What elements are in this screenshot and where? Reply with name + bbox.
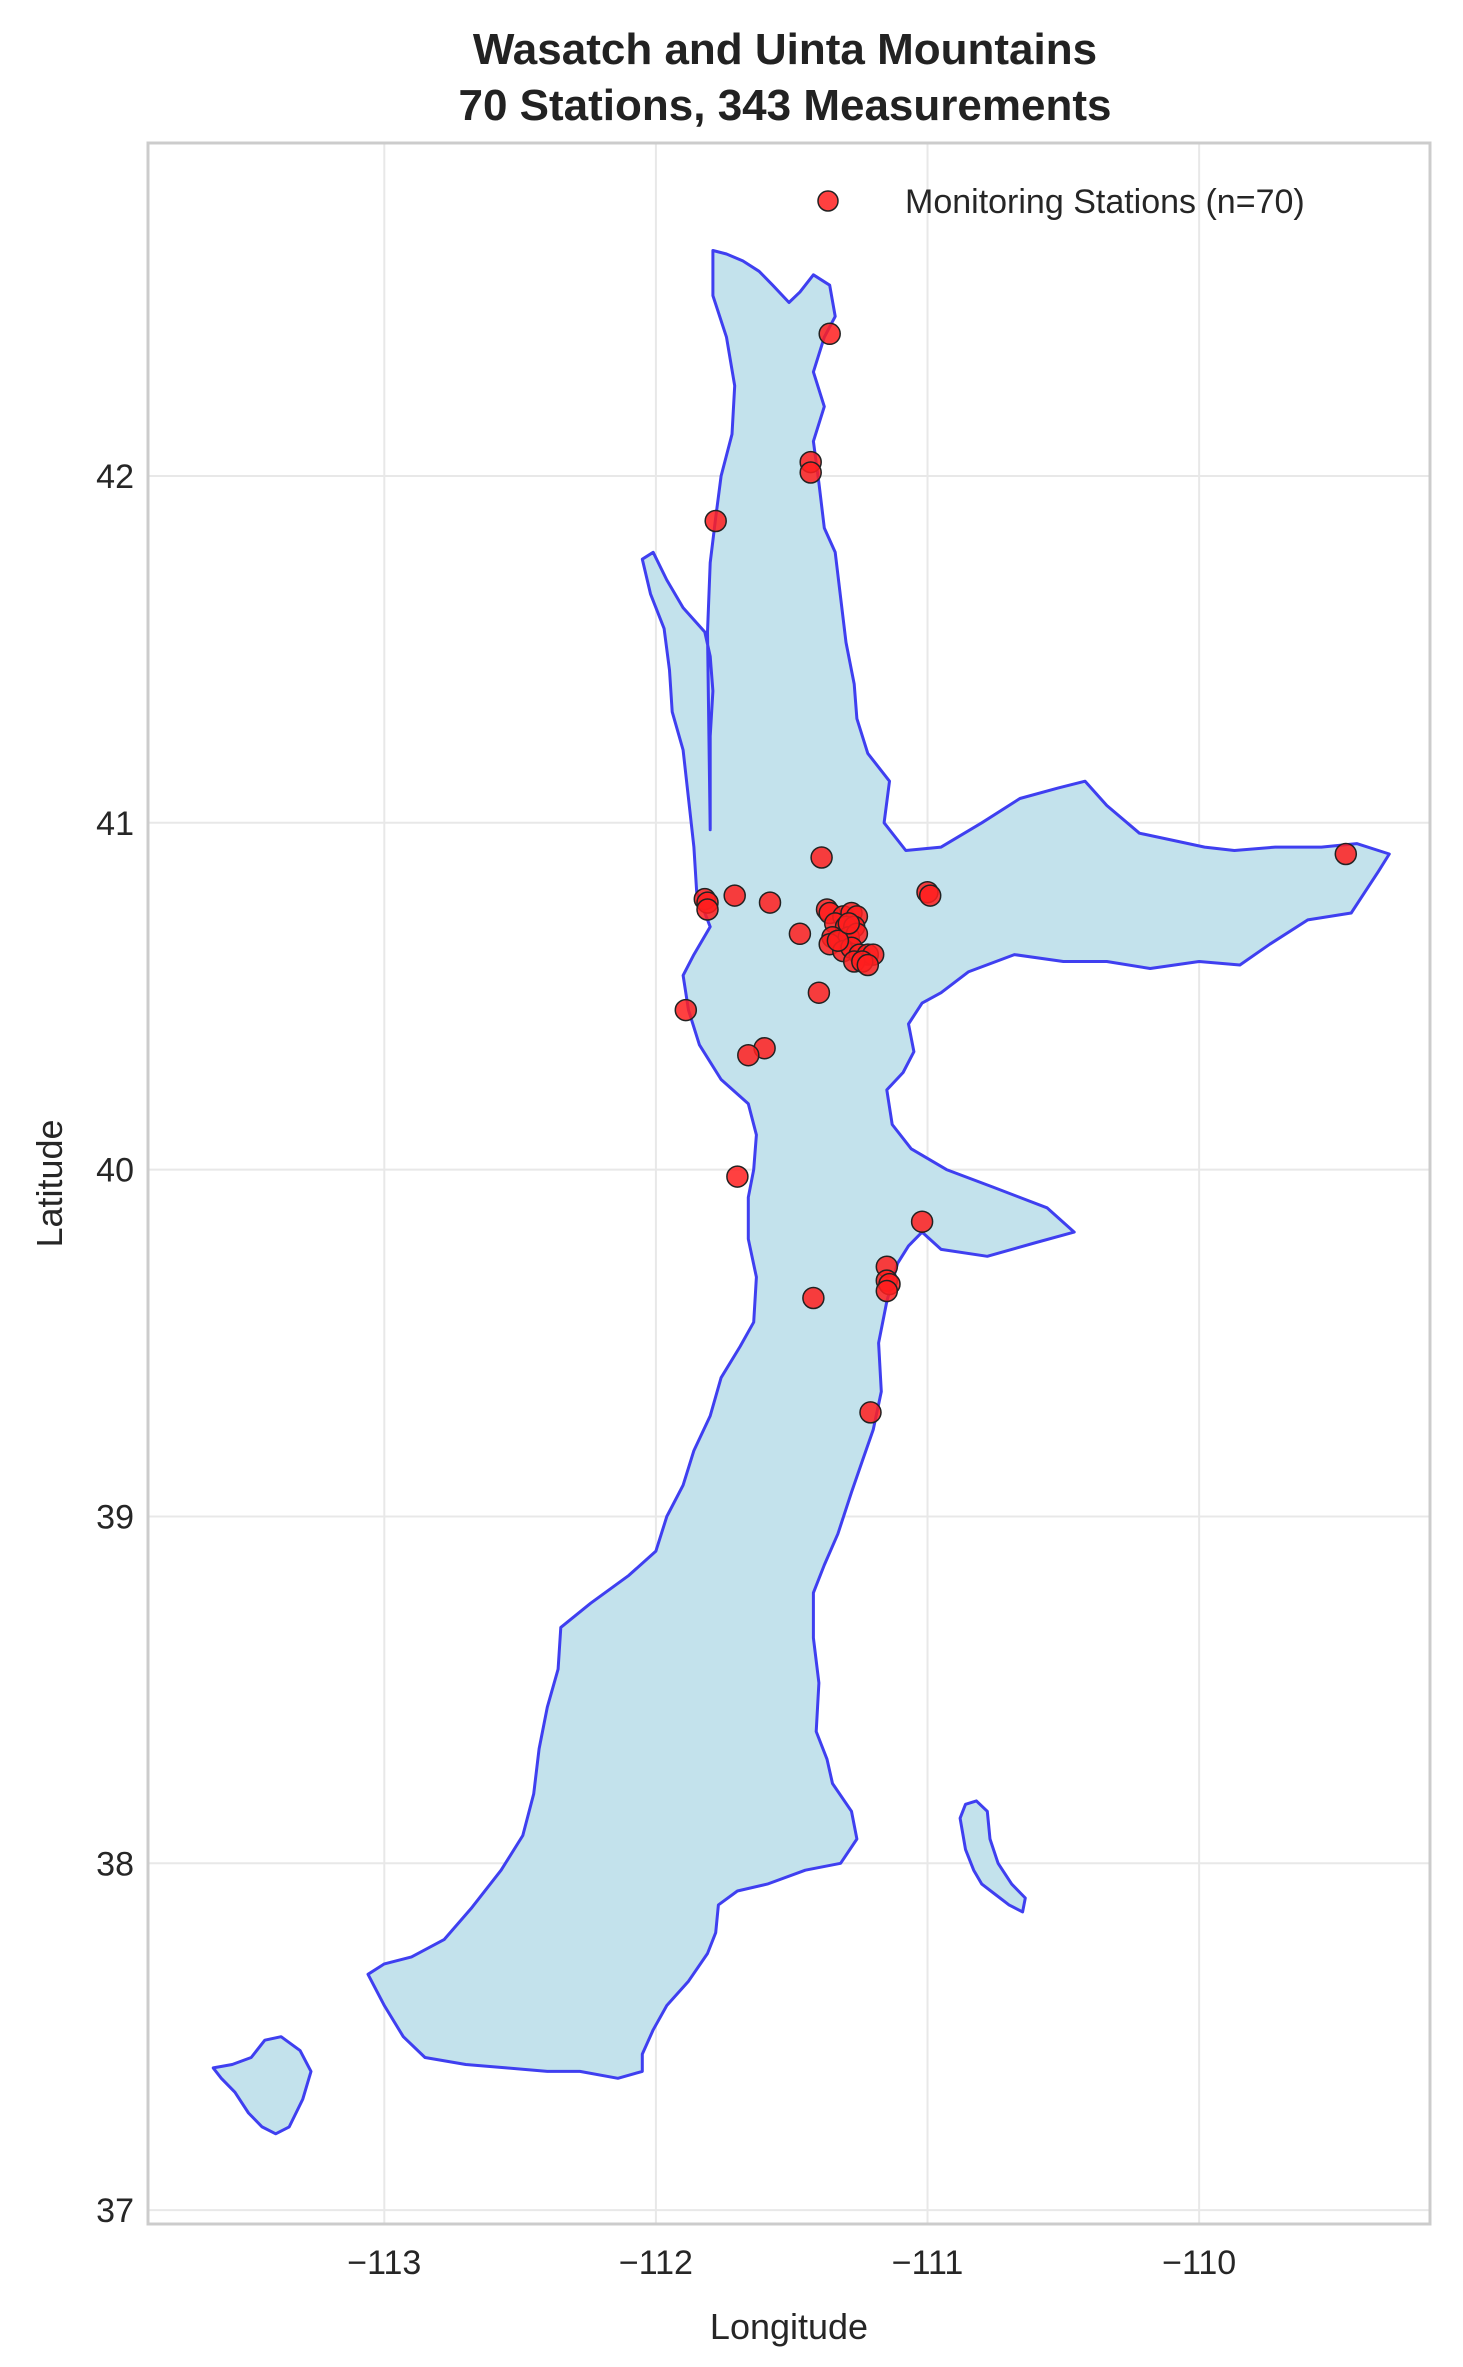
subtitle-line: 70 Stations, 343 Measurements (458, 81, 1112, 130)
mountain-region (211, 249, 1391, 2136)
station-point (807, 981, 831, 1004)
x-tick-label: −112 (619, 2244, 693, 2282)
station-point (910, 1210, 934, 1233)
station-point (837, 912, 861, 935)
region-polygon (958, 1799, 1027, 1914)
station-point (818, 322, 841, 346)
x-axis-label: Longitude (710, 2306, 868, 2347)
station-point (723, 884, 746, 907)
station-point (918, 884, 942, 907)
y-tick-label: 41 (96, 805, 134, 843)
station-point (788, 922, 812, 946)
station-point (875, 1279, 899, 1303)
station-point (826, 929, 850, 952)
station-point (696, 898, 719, 921)
x-tick-label: −111 (892, 2244, 964, 2282)
station-point (856, 953, 880, 977)
station-point (799, 461, 822, 484)
legend-marker (817, 190, 839, 212)
region-polygon (366, 249, 1391, 2080)
x-tick-label: −110 (1162, 2244, 1236, 2282)
y-tick-label: 37 (96, 2192, 134, 2230)
y-tick-label: 39 (96, 1498, 134, 1536)
plot-frame (146, 141, 1432, 2226)
station-point (810, 846, 833, 869)
station-point (726, 1165, 749, 1188)
title-line: Wasatch and Uinta Mountains (472, 25, 1098, 74)
y-tick-labels: 37 38 39 40 41 42 (96, 458, 134, 2230)
legend: Monitoring Stations (n=70) (817, 183, 1305, 221)
y-tick-label: 38 (96, 1845, 134, 1883)
x-tick-label: −113 (347, 2244, 421, 2282)
y-tick-label: 42 (96, 458, 134, 496)
legend-label: Monitoring Stations (n=70) (905, 183, 1305, 221)
chart-title: Wasatch and Uinta Mountains 70 Stations,… (0, 22, 1463, 134)
station-point (859, 1401, 882, 1424)
station-point (802, 1286, 825, 1310)
y-axis-label: Latitude (29, 1119, 70, 1247)
x-tick-labels: −113 −112 −111 −110 (347, 2244, 1236, 2282)
station-point (674, 998, 698, 1022)
station-point (1334, 842, 1358, 866)
station-point (737, 1043, 760, 1067)
y-tick-label: 40 (96, 1152, 134, 1190)
station-point (704, 509, 727, 533)
station-point (758, 891, 782, 914)
region-polygon (211, 2035, 313, 2136)
station-points (674, 322, 1358, 1424)
